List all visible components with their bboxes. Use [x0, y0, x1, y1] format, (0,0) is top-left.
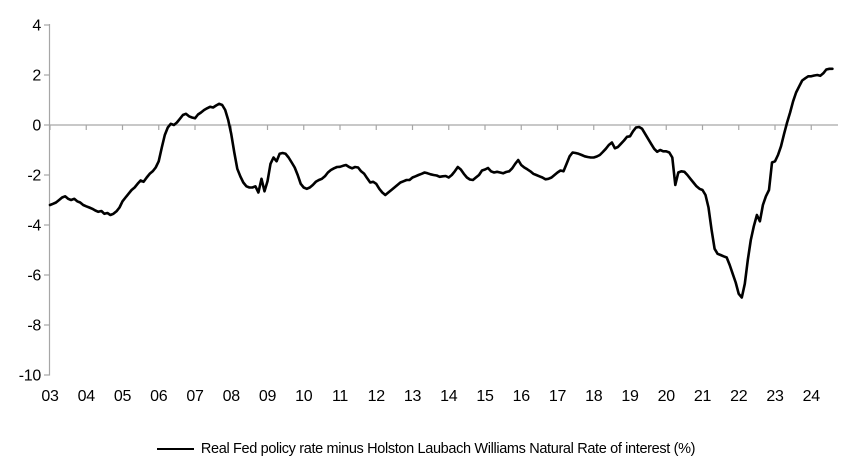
- series-line: [48, 67, 834, 299]
- x-axis: 03 04 05 06 07 08 09 10 11 12 13 14 15 16 17 18 19 20 21 22…: [41, 124, 838, 405]
- x-tick-label: 21: [694, 388, 712, 405]
- x-tick-label: 05: [114, 388, 132, 405]
- x-tick-label: 11: [332, 388, 348, 405]
- y-tick-label: -2: [27, 168, 41, 185]
- x-tick-label: 16: [513, 388, 531, 405]
- x-tick-label: 10: [295, 388, 313, 405]
- legend-line-sample-icon: [156, 448, 194, 450]
- x-tick-label: 04: [78, 388, 96, 405]
- x-tick-label: 12: [368, 388, 386, 405]
- x-tick-label: 03: [41, 388, 59, 405]
- x-tick-label: 20: [658, 388, 676, 405]
- x-tick-label: 15: [476, 388, 494, 405]
- x-tick-label: 17: [549, 388, 567, 405]
- x-tick-label: 14: [440, 388, 458, 405]
- x-tick-label: 19: [621, 388, 639, 405]
- series-line-group: [48, 67, 834, 299]
- x-tick-label: 09: [259, 388, 277, 405]
- x-tick-label: 22: [730, 388, 748, 405]
- x-tick-label: 07: [186, 388, 204, 405]
- y-tick-label: -4: [27, 218, 41, 235]
- y-tick-label: 0: [32, 118, 41, 135]
- legend-label: Real Fed policy rate minus Holston Lauba…: [200, 441, 696, 457]
- y-tick-label: -10: [19, 368, 42, 385]
- y-tick-label: -6: [27, 268, 41, 285]
- legend: Real Fed policy rate minus Holston Lauba…: [0, 437, 852, 461]
- y-tick-label: -8: [27, 318, 41, 335]
- x-tick-label: 08: [223, 388, 241, 405]
- x-tick-label: 23: [766, 388, 784, 405]
- y-tick-label: 2: [32, 68, 41, 85]
- x-tick-label: 06: [150, 388, 168, 405]
- x-tick-label: 24: [803, 388, 821, 405]
- x-tick-label: 18: [585, 388, 603, 405]
- x-tick-label: 13: [404, 388, 422, 405]
- y-tick-label: 4: [32, 18, 41, 35]
- y-axis: 4 2 0 -2 -4 -6 -8 -10: [19, 18, 51, 385]
